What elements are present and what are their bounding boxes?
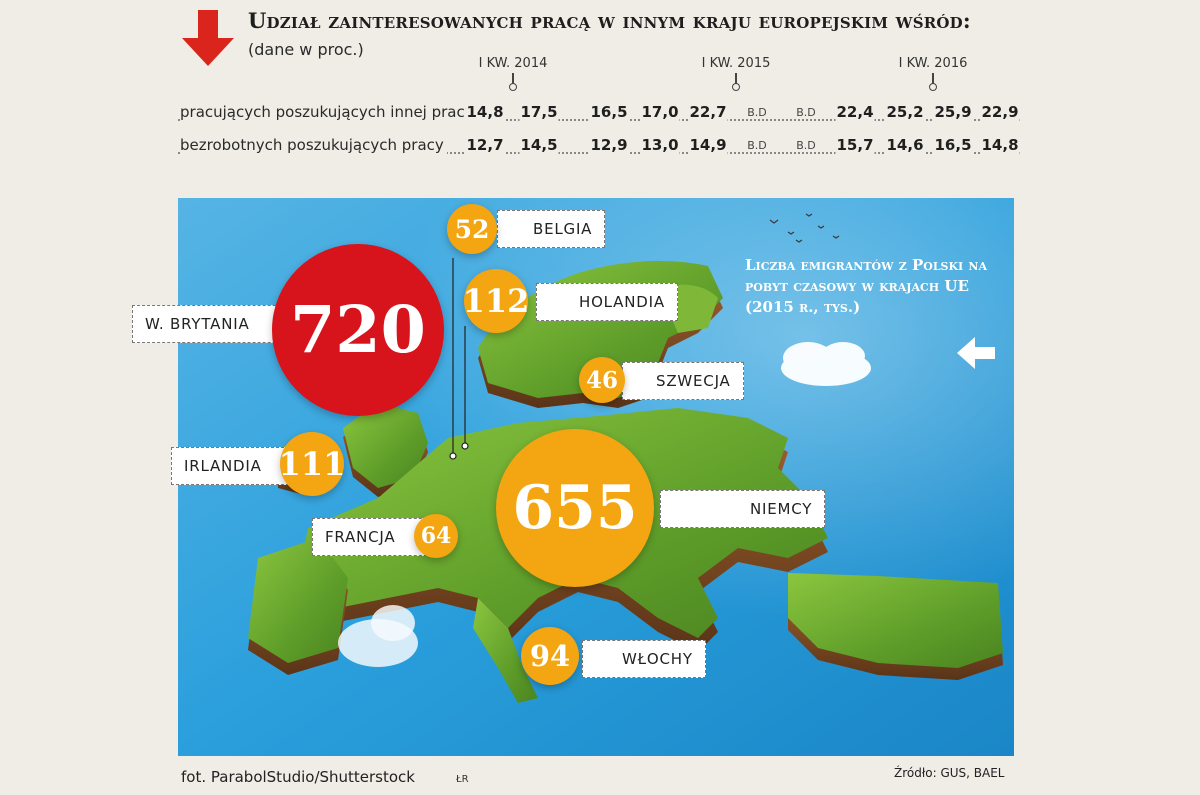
table-cell: 14,5: [519, 136, 559, 154]
table-cell: 12,9: [589, 136, 629, 154]
period-pin-icon: [929, 73, 937, 91]
period-text: I KW. 2016: [898, 56, 968, 71]
table-cell: B.D: [746, 106, 768, 119]
country-label: SZWECJA: [622, 362, 744, 400]
cloud-shapes: [338, 342, 871, 667]
value-bubble: 94: [521, 627, 579, 685]
source-note: Źródło: GUS, BAEL: [894, 766, 1005, 780]
country-label: WŁOCHY: [582, 640, 706, 678]
table-cell: 14,6: [885, 136, 925, 154]
period-label: I KW. 2016: [878, 56, 988, 91]
pointer-lines: [449, 258, 469, 460]
period-label: I KW. 2014: [458, 56, 568, 91]
table-cell: 22,9: [980, 103, 1020, 121]
arrow-down-icon: [182, 10, 234, 66]
table-cell: 17,0: [640, 103, 680, 121]
period-pin-icon: [509, 73, 517, 91]
row-label: pracujących poszukujących innej pracy: [180, 103, 477, 121]
table-cell: B.D: [795, 139, 817, 152]
table-cell: 22,7: [688, 103, 728, 121]
bird-icons: [769, 213, 840, 243]
period-label: I KW. 2015: [681, 56, 791, 91]
table-cell: 14,8: [980, 136, 1020, 154]
country-label: BELGIA: [497, 210, 606, 248]
period-text: I KW. 2015: [701, 56, 771, 71]
period-text: I KW. 2014: [478, 56, 548, 71]
photo-credit: fot. ParabolStudio/Shutterstock: [181, 768, 415, 786]
table-cell: 15,7: [835, 136, 875, 154]
value-bubble: 720: [272, 244, 444, 416]
value-bubble: 64: [414, 514, 458, 558]
country-label: HOLANDIA: [536, 283, 678, 321]
chart-subtitle: (dane w proc.): [248, 40, 364, 59]
table-cell: 17,5: [519, 103, 559, 121]
period-pin-icon: [732, 73, 740, 91]
table-cell: B.D: [795, 106, 817, 119]
value-bubble: 111: [279, 432, 345, 496]
chart-title: Udział zainteresowanych pracą w innym kr…: [248, 8, 971, 33]
table-cell: 14,8: [465, 103, 505, 121]
table-cell: 22,4: [835, 103, 875, 121]
table-cell: 12,7: [465, 136, 505, 154]
table-cell: 16,5: [589, 103, 629, 121]
value-bubble: 112: [463, 269, 529, 333]
country-label: NIEMCY: [660, 490, 826, 528]
table-cell: B.D: [746, 139, 768, 152]
author-initials: ŁR: [456, 774, 469, 785]
table-cell: 16,5: [933, 136, 973, 154]
table-cell: 25,9: [933, 103, 973, 121]
value-bubble: 46: [579, 357, 625, 403]
value-bubble: 52: [447, 204, 497, 254]
row-label: bezrobotnych poszukujących pracy: [180, 136, 447, 154]
arrow-left-icon: [957, 337, 995, 369]
value-bubble: 655: [496, 429, 654, 587]
table-cell: 13,0: [640, 136, 680, 154]
map-title: Liczba emigrantów z Polski na pobyt czas…: [745, 256, 988, 316]
table-cell: 25,2: [885, 103, 925, 121]
table-cell: 14,9: [688, 136, 728, 154]
